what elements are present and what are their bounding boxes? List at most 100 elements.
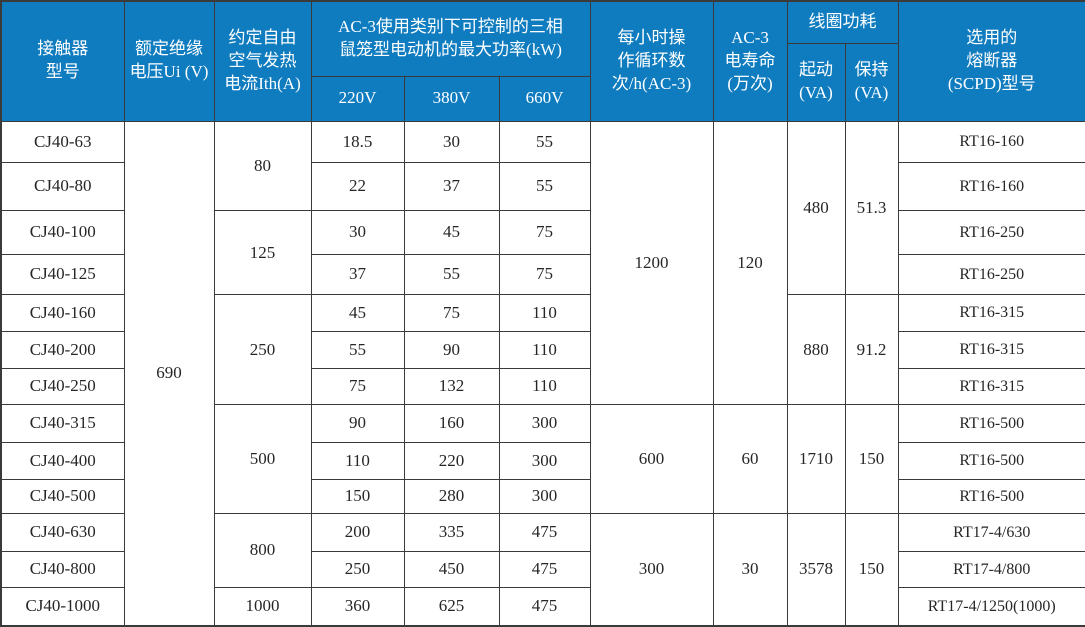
- cell-model: CJ40-160: [0, 294, 125, 332]
- cell-electrical-life: 30: [712, 513, 788, 627]
- cell-fuse: RT16-500: [897, 441, 1085, 480]
- cell-fuse: RT16-315: [897, 294, 1085, 332]
- cell-power-220v: 360: [310, 587, 405, 627]
- cell-model: CJ40-63: [0, 120, 125, 163]
- cell-power-380v: 160: [403, 404, 500, 443]
- cell-power-220v: 22: [310, 161, 405, 212]
- cell-power-660v: 475: [498, 587, 591, 627]
- cell-model: CJ40-100: [0, 210, 125, 255]
- cell-power-380v: 220: [403, 441, 500, 480]
- cell-thermal-current: 1000: [213, 587, 312, 627]
- cell-coil-hold: 150: [844, 404, 899, 515]
- cell-fuse: RT16-250: [897, 210, 1085, 255]
- cell-thermal-current: 80: [213, 120, 312, 212]
- cell-fuse: RT16-160: [897, 161, 1085, 212]
- cell-model: CJ40-500: [0, 478, 125, 515]
- cell-power-380v: 625: [403, 587, 500, 627]
- header-thermal-current: 约定自由 空气发热 电流Ith(A): [213, 0, 312, 122]
- cell-model: CJ40-125: [0, 253, 125, 296]
- cell-fuse: RT17-4/1250(1000): [897, 587, 1085, 627]
- cell-power-380v: 335: [403, 513, 500, 552]
- cell-fuse: RT16-500: [897, 478, 1085, 515]
- header-coil-group: 线圈功耗: [786, 0, 899, 44]
- cell-coil-start: 880: [786, 294, 846, 406]
- cell-coil-start: 3578: [786, 513, 846, 627]
- table-header: 接触器 型号 额定绝缘 电压Ui (V) 约定自由 空气发热 电流Ith(A) …: [0, 0, 1085, 122]
- table-row: CJ40-200 55 90 110 RT16-315: [0, 330, 1085, 369]
- cell-power-380v: 132: [403, 367, 500, 406]
- cell-power-380v: 30: [403, 120, 500, 163]
- cell-fuse: RT16-500: [897, 404, 1085, 443]
- cell-power-380v: 280: [403, 478, 500, 515]
- cell-model: CJ40-250: [0, 367, 125, 406]
- cell-thermal-current: 800: [213, 513, 312, 589]
- header-power-220v: 220V: [310, 75, 405, 122]
- table-row: CJ40-800 250 450 475 RT17-4/800: [0, 550, 1085, 589]
- header-coil-hold: 保持 (VA): [844, 42, 899, 122]
- cell-power-660v: 475: [498, 513, 591, 552]
- cell-power-220v: 250: [310, 550, 405, 589]
- cell-thermal-current: 250: [213, 294, 312, 406]
- cell-power-220v: 110: [310, 441, 405, 480]
- cell-power-220v: 30: [310, 210, 405, 255]
- table-row: CJ40-63 690 80 18.5 30 55 1200 120 480 5…: [0, 120, 1085, 627]
- cell-power-660v: 55: [498, 161, 591, 212]
- header-model: 接触器 型号: [0, 0, 125, 122]
- cell-power-380v: 55: [403, 253, 500, 296]
- cell-thermal-current: 125: [213, 210, 312, 296]
- table-row: CJ40-160 250 45 75 110 880 91.2 RT16-315: [0, 294, 1085, 406]
- cell-model: CJ40-80: [0, 161, 125, 212]
- cell-cycles-per-hour: 300: [589, 513, 714, 627]
- cell-model: CJ40-1000: [0, 587, 125, 627]
- cell-power-220v: 37: [310, 253, 405, 296]
- cell-power-660v: 55: [498, 120, 591, 163]
- cell-power-220v: 55: [310, 330, 405, 369]
- cell-model: CJ40-200: [0, 330, 125, 369]
- cell-power-660v: 75: [498, 253, 591, 296]
- header-row-1: 接触器 型号 额定绝缘 电压Ui (V) 约定自由 空气发热 电流Ith(A) …: [0, 0, 1085, 122]
- cell-power-220v: 18.5: [310, 120, 405, 163]
- cell-power-660v: 75: [498, 210, 591, 255]
- cell-coil-start: 1710: [786, 404, 846, 515]
- header-electrical-life: AC-3 电寿命 (万次): [712, 0, 788, 122]
- header-power-660v: 660V: [498, 75, 591, 122]
- header-row-2: 起动 (VA) 保持 (VA): [1, 42, 1085, 122]
- cell-coil-hold: 51.3: [844, 120, 899, 296]
- cell-cycles-per-hour: 1200: [589, 120, 714, 406]
- cell-power-220v: 45: [310, 294, 405, 332]
- cell-power-660v: 475: [498, 550, 591, 589]
- cell-power-660v: 110: [498, 294, 591, 332]
- cell-electrical-life: 60: [712, 404, 788, 515]
- cell-model: CJ40-800: [0, 550, 125, 589]
- cell-power-380v: 75: [403, 294, 500, 332]
- cell-power-220v: 75: [310, 367, 405, 406]
- table-row: CJ40-250 75 132 110 RT16-315: [0, 367, 1085, 406]
- cell-fuse: RT16-160: [897, 120, 1085, 163]
- cell-fuse: RT16-315: [897, 367, 1085, 406]
- table-body: CJ40-63 690 80 18.5 30 55 1200 120 480 5…: [0, 120, 1085, 627]
- cell-power-660v: 300: [498, 478, 591, 515]
- cell-insulation-voltage: 690: [123, 120, 215, 627]
- header-power-group: AC-3使用类别下可控制的三相 鼠笼型电动机的最大功率(kW): [310, 0, 591, 77]
- header-row-3: 220V 380V 660V: [1, 75, 1085, 122]
- table-row: CJ40-1000 1000 360 625 475 RT17-4/1250(1…: [0, 587, 1085, 627]
- header-coil-start: 起动 (VA): [786, 42, 846, 122]
- header-power-380v: 380V: [403, 75, 500, 122]
- cell-fuse: RT17-4/630: [897, 513, 1085, 552]
- cell-power-660v: 300: [498, 441, 591, 480]
- cell-power-380v: 45: [403, 210, 500, 255]
- cell-electrical-life: 120: [712, 120, 788, 406]
- header-cycles-per-hour: 每小时操 作循环数 次/h(AC-3): [589, 0, 714, 122]
- cell-power-380v: 450: [403, 550, 500, 589]
- table-row: CJ40-80 22 37 55 RT16-160: [0, 161, 1085, 212]
- cell-power-220v: 200: [310, 513, 405, 552]
- table-row: CJ40-630 800 200 335 475 300 30 3578 150…: [0, 513, 1085, 627]
- table-row: CJ40-100 125 30 45 75 RT16-250: [0, 210, 1085, 296]
- cell-model: CJ40-315: [0, 404, 125, 443]
- cell-power-660v: 300: [498, 404, 591, 443]
- cell-power-220v: 150: [310, 478, 405, 515]
- cell-coil-hold: 91.2: [844, 294, 899, 406]
- table-row: CJ40-400 110 220 300 RT16-500: [0, 441, 1085, 480]
- cell-coil-start: 480: [786, 120, 846, 296]
